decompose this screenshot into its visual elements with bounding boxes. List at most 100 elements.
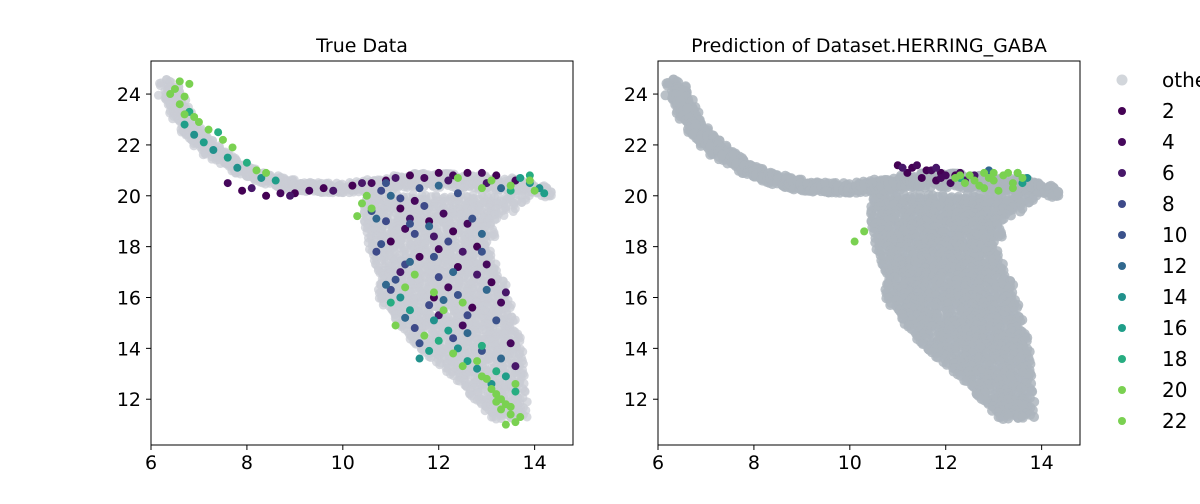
scatter-point-20 — [401, 283, 409, 291]
y-tick-label: 18 — [117, 237, 141, 259]
x-tick-label: 10 — [331, 452, 355, 474]
scatter-point-4 — [435, 245, 443, 253]
scatter-point-14 — [430, 316, 438, 324]
scatter-point-20 — [392, 321, 400, 329]
scatter-point-2 — [416, 253, 424, 261]
other-background-points — [660, 74, 1063, 424]
scatter-point-20 — [497, 405, 505, 413]
y-tick-label: 12 — [117, 389, 141, 411]
scatter-point-22 — [516, 413, 524, 421]
scatter-point-12 — [387, 192, 395, 200]
scatter-point-14 — [473, 365, 481, 373]
other-point — [509, 207, 518, 216]
scatter-point-22 — [176, 77, 184, 85]
scatter-point-10 — [454, 189, 462, 197]
scatter-point-2 — [387, 238, 395, 246]
scatter-point-22 — [478, 372, 486, 380]
scatter-point-6 — [286, 192, 294, 200]
scatter-point-20 — [368, 204, 376, 212]
scatter-point-16 — [181, 121, 189, 129]
x-tick-label: 6 — [145, 452, 157, 474]
x-tick-label: 14 — [523, 452, 547, 474]
scatter-point-14 — [416, 355, 424, 363]
scatter-point-20 — [507, 182, 515, 190]
scatter-point-6 — [444, 177, 452, 185]
scatter-point-14 — [396, 294, 404, 302]
x-tick-label: 12 — [427, 452, 451, 474]
scatter-point-4 — [368, 179, 376, 187]
scatter-point-6 — [502, 288, 510, 296]
scatter-point-10 — [492, 316, 500, 324]
scatter-point-12 — [464, 329, 472, 337]
scatter-point-20 — [229, 143, 237, 151]
scatter-point-22 — [166, 90, 174, 98]
scatter-point-12 — [497, 184, 505, 192]
scatter-point-4 — [444, 283, 452, 291]
scatter-point-10 — [416, 339, 424, 347]
scatter-point-6 — [329, 187, 337, 195]
scatter-point-4 — [459, 321, 467, 329]
scatter-point-18 — [243, 159, 251, 167]
scatter-point-22 — [478, 184, 486, 192]
scatter-point-2 — [468, 304, 476, 312]
scatter-point-22 — [195, 118, 203, 126]
scatter-point-20 — [363, 192, 371, 200]
scatter-point-10 — [382, 179, 390, 187]
chart-title: True Data — [315, 35, 408, 57]
scatter-point-16 — [444, 327, 452, 335]
scatter-point-16 — [502, 372, 510, 380]
scatter-point-18 — [492, 367, 500, 375]
scatter-point-4 — [305, 187, 313, 195]
scatter-point-10 — [454, 291, 462, 299]
scatter-point-12 — [449, 268, 457, 276]
scatter-point-22 — [181, 110, 189, 118]
scatter-point-8 — [411, 230, 419, 238]
scatter-point-2 — [348, 182, 356, 190]
scatter-point-12 — [425, 222, 433, 230]
scatter-point-22 — [219, 136, 227, 144]
scatter-point-8 — [444, 238, 452, 246]
scatter-point-8 — [411, 324, 419, 332]
scatter-point-8 — [377, 187, 385, 195]
scatter-point-6 — [473, 271, 481, 279]
y-tick-label: 14 — [117, 338, 141, 360]
scatter-point-20 — [526, 177, 534, 185]
scatter-point-2 — [238, 187, 246, 195]
scatter-point-4 — [224, 179, 232, 187]
scatter-point-2 — [487, 278, 495, 286]
scatter-point-22 — [411, 271, 419, 279]
scatter-point-2 — [449, 227, 457, 235]
scatter-point-8 — [435, 273, 443, 281]
scatter-point-20 — [507, 410, 515, 418]
scatter-point-20 — [430, 288, 438, 296]
scatter-point-12 — [435, 182, 443, 190]
scatter-point-16 — [406, 306, 414, 314]
other-point — [547, 188, 556, 197]
scatter-point-4 — [411, 197, 419, 205]
scatter-point-10 — [416, 184, 424, 192]
scatter-point-8 — [425, 301, 433, 309]
scatter-point-6 — [358, 179, 366, 187]
scatter-point-22 — [511, 380, 519, 388]
scatter-point-22 — [459, 362, 467, 370]
scatter-point-2 — [262, 192, 270, 200]
scatter-point-10 — [468, 215, 476, 223]
scatter-point-22 — [531, 187, 539, 195]
scatter-point-16 — [516, 174, 524, 182]
scatter-point-20 — [253, 166, 261, 174]
scatter-point-16 — [224, 154, 232, 162]
scatter-point-12 — [401, 314, 409, 322]
other-point — [1053, 187, 1063, 197]
scatter-point-16 — [425, 347, 433, 355]
scatter-point-18 — [214, 128, 222, 136]
scatter-point-8 — [449, 334, 457, 342]
scatter-point-2 — [406, 171, 414, 179]
scatter-point-10 — [392, 276, 400, 284]
scatter-point-6 — [511, 362, 519, 370]
scatter-point-20 — [176, 100, 184, 108]
scatter-point-18 — [511, 388, 519, 396]
scatter-point-4 — [276, 189, 284, 197]
scatter-point-10 — [377, 240, 385, 248]
scatter-point-22 — [353, 212, 361, 220]
